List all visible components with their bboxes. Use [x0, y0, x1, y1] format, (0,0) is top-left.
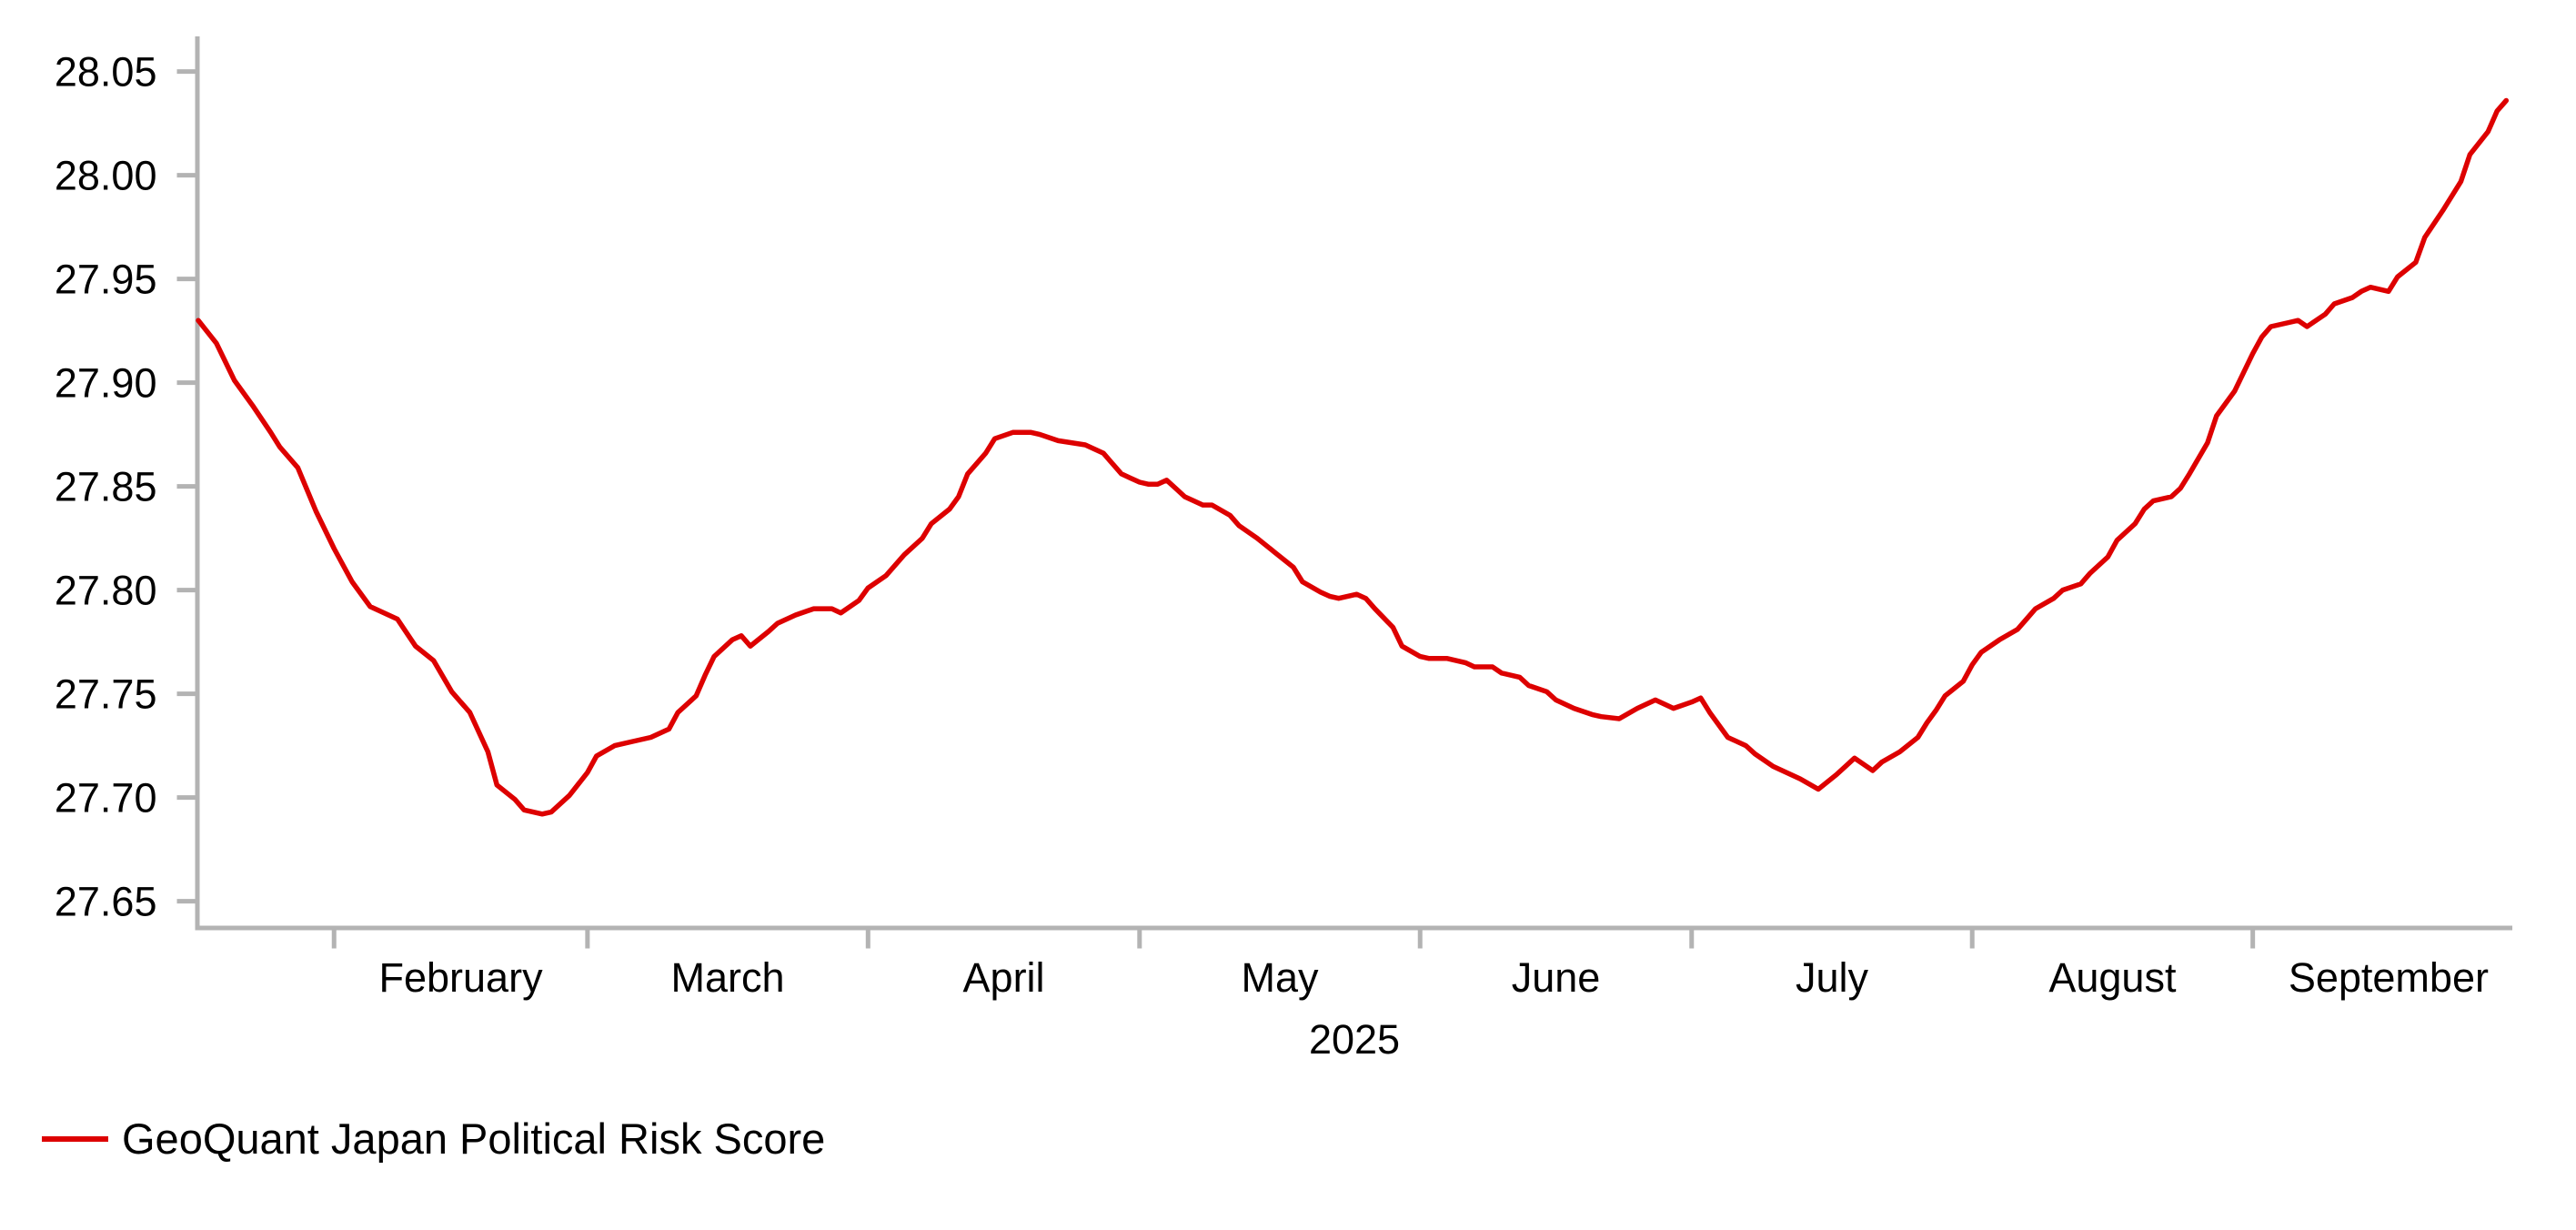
x-month-label: July — [1796, 954, 1869, 1001]
y-tick-label: 27.80 — [55, 568, 157, 614]
x-month-label: April — [963, 954, 1045, 1001]
x-year-label: 2025 — [1309, 1016, 1400, 1063]
legend: GeoQuant Japan Political Risk Score — [42, 1114, 825, 1163]
risk-score-line — [196, 97, 2510, 817]
x-month-label: September — [2289, 954, 2489, 1001]
x-month-label: June — [1512, 954, 1601, 1001]
legend-label: GeoQuant Japan Political Risk Score — [122, 1114, 825, 1163]
x-month-label: May — [1242, 954, 1320, 1001]
y-tick-label: 27.75 — [55, 671, 157, 718]
x-month-label: March — [671, 954, 785, 1001]
y-tick-label: 28.05 — [55, 49, 157, 96]
plot-area: 28.05 28.00 27.95 27.90 27.85 27.80 27.75 27.70… — [55, 36, 2512, 1001]
y-tick-label: 27.90 — [55, 360, 157, 407]
y-tick-label: 27.85 — [55, 464, 157, 510]
x-month-label: February — [379, 954, 544, 1001]
y-tick-label: 28.00 — [55, 153, 157, 199]
y-tick-label: 27.95 — [55, 257, 157, 303]
y-tick-label: 27.70 — [55, 775, 157, 822]
y-tick-label: 27.65 — [55, 879, 157, 925]
x-month-label: August — [2048, 954, 2177, 1001]
